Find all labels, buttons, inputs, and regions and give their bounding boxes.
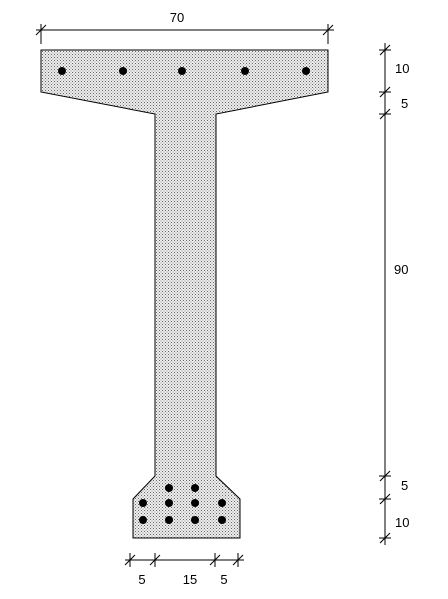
rebar (218, 499, 226, 507)
rebar (165, 516, 173, 524)
dimension-label-web-height: 90 (394, 262, 408, 277)
rebar (139, 516, 147, 524)
rebar (165, 484, 173, 492)
dimension-label-bulb-thickness: 10 (395, 515, 409, 530)
rebar (191, 499, 199, 507)
dimension-label-flange-taper: 5 (401, 96, 408, 111)
dimension-label-bulb-taper: 5 (401, 478, 408, 493)
rebar (302, 67, 310, 75)
rebar (139, 499, 147, 507)
rebar (58, 67, 66, 75)
rebar (191, 484, 199, 492)
dimension-label-top-width: 70 (170, 10, 184, 25)
rebar (165, 499, 173, 507)
top-width-dimension: 70 (35, 10, 334, 44)
right-dimension-chain: 10 5 90 5 10 (379, 43, 409, 545)
rebar (119, 67, 127, 75)
beam-section-outline (40, 49, 329, 539)
top-rebar-group (58, 67, 310, 75)
dimension-label-bottom-right: 5 (220, 572, 227, 587)
bottom-dimension-chain: 5 15 5 (124, 553, 244, 587)
dimension-label-bottom-left: 5 (138, 572, 145, 587)
rebar (178, 67, 186, 75)
rebar (218, 516, 226, 524)
dimension-label-bottom-web: 15 (183, 572, 197, 587)
bottom-rebar-group (139, 484, 226, 524)
rebar (191, 516, 199, 524)
dimension-label-flange-thickness: 10 (395, 61, 409, 76)
rebar (241, 67, 249, 75)
